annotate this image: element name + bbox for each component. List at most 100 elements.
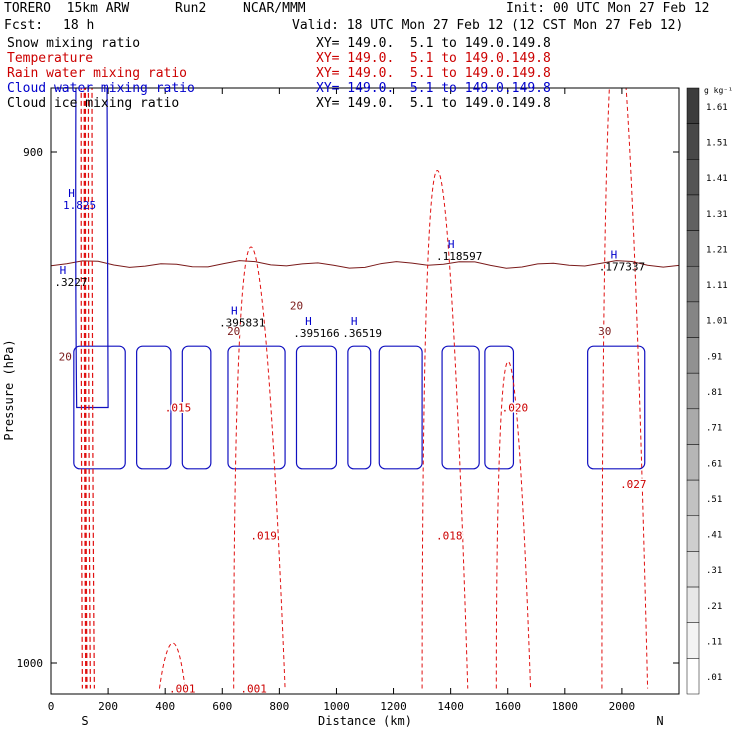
rain-patch <box>495 361 532 689</box>
x-tick-label: 0 <box>48 700 55 713</box>
contour-label: .020 <box>502 402 529 415</box>
x-tick-label: 2000 <box>609 700 636 713</box>
colorbar-unit: g kg⁻¹ <box>704 86 733 95</box>
contour-label: .001 <box>169 683 196 696</box>
colorbar-label: .31 <box>706 566 722 576</box>
plot-frame <box>50 87 680 695</box>
contour-label: .027 <box>620 478 647 491</box>
max-value: .118597 <box>436 250 482 263</box>
colorbar-swatch <box>686 551 700 588</box>
x-tick-label: 800 <box>269 700 289 713</box>
colorbar-swatch <box>686 123 700 160</box>
colorbar-swatch <box>686 337 700 374</box>
x-tick-label: 1000 <box>323 700 350 713</box>
cloud-water-band <box>181 345 212 470</box>
colorbar-label: 1.51 <box>706 138 728 148</box>
colorbar-label: 1.01 <box>706 317 728 327</box>
cloud-water-band <box>587 345 646 470</box>
max-marker: H <box>305 315 312 328</box>
org-label: NCAR/MMM <box>243 1 306 16</box>
valid-time: Valid: 18 UTC Mon 27 Feb 12 (12 CST Mon … <box>292 18 684 33</box>
colorbar-label: 1.11 <box>706 281 728 291</box>
legend-entry-xy: XY= 149.0. 5.1 to 149.0.149.8 <box>316 81 551 96</box>
legend-entry-xy: XY= 149.0. 5.1 to 149.0.149.8 <box>316 51 551 66</box>
colorbar-swatch <box>686 194 700 231</box>
legend-entry-name: Rain water mixing ratio <box>7 66 188 81</box>
colorbar-swatch <box>686 301 700 338</box>
max-value: 1.825 <box>63 199 96 212</box>
max-value: .395166 <box>293 327 339 340</box>
x-tick-label: 1600 <box>494 700 521 713</box>
cloud-water-band <box>227 345 286 470</box>
temperature-label: 20 <box>59 350 72 363</box>
legend-entry-name: Temperature <box>7 51 94 66</box>
colorbar-label: .21 <box>706 602 722 612</box>
colorbar-swatch <box>686 515 700 552</box>
x-tick-label: 1200 <box>380 700 407 713</box>
cloud-water-band <box>347 345 372 470</box>
max-marker: H <box>448 238 455 251</box>
max-marker: H <box>60 264 67 277</box>
end-label-n: N <box>656 714 663 728</box>
colorbar-label: .01 <box>706 673 722 683</box>
init-time: Init: 00 UTC Mon 27 Feb 12 <box>506 1 710 16</box>
temperature-label: 20 <box>227 325 240 338</box>
colorbar-label: .81 <box>706 388 722 398</box>
y-tick-label: 1000 <box>17 657 44 670</box>
legend-entry-xy: XY= 149.0. 5.1 to 149.0.149.8 <box>316 96 551 111</box>
max-marker: H <box>611 248 618 261</box>
contour-label: .018 <box>436 529 463 542</box>
cloud-water-band <box>136 345 172 470</box>
legend-entry-name: Cloud water mixing ratio <box>7 81 195 96</box>
run-label: Run2 <box>175 1 207 16</box>
max-value: .36519 <box>342 327 382 340</box>
max-marker: H <box>351 315 358 328</box>
colorbar-swatch <box>686 87 700 124</box>
colorbar-label: 1.31 <box>706 210 728 220</box>
colorbar-swatch <box>686 159 700 196</box>
x-tick-label: 600 <box>212 700 232 713</box>
colorbar-label: .41 <box>706 531 722 541</box>
colorbar-swatch <box>686 372 700 410</box>
colorbar-swatch <box>686 230 700 267</box>
x-tick-label: 1800 <box>552 700 579 713</box>
colorbar-label: .91 <box>706 352 722 362</box>
colorbar-swatch <box>686 444 700 481</box>
colorbar-swatch <box>686 408 700 445</box>
y-tick-label: 900 <box>23 146 43 159</box>
legend-entry-name: Cloud ice mixing ratio <box>7 96 180 111</box>
temperature-label: 30 <box>598 325 611 338</box>
model-title: TORERO 15km ARW <box>4 1 130 16</box>
contour-label: .019 <box>250 529 277 542</box>
isotherm-line <box>51 260 679 269</box>
legend-entry-xy: XY= 149.0. 5.1 to 149.0.149.8 <box>316 36 551 51</box>
colorbar-label: .11 <box>706 638 722 648</box>
colorbar-swatch <box>686 479 700 517</box>
colorbar-label: .61 <box>706 459 722 469</box>
fcst-value: 18 h <box>63 18 95 33</box>
colorbar-label: .71 <box>706 424 722 434</box>
x-tick-label: 200 <box>98 700 118 713</box>
temperature-label: 20 <box>290 299 303 312</box>
rain-patch <box>233 246 286 689</box>
colorbar-label: .51 <box>706 495 722 505</box>
colorbar-label: 1.61 <box>706 103 728 113</box>
max-marker: H <box>231 305 238 318</box>
rain-patch <box>601 88 649 689</box>
colorbar-swatch <box>686 265 700 303</box>
cloud-water-band <box>73 345 126 470</box>
contour-label: .015 <box>165 402 192 415</box>
cloud-water-band <box>441 345 480 470</box>
cloud-water-band <box>295 345 338 470</box>
fcst-label: Fcst: <box>4 18 44 33</box>
colorbar-swatch <box>686 586 700 623</box>
colorbar-swatch <box>686 658 700 695</box>
legend-entry-name: Snow mixing ratio <box>7 36 141 51</box>
y-axis-label: Pressure (hPa) <box>2 339 16 440</box>
colorbar-swatch <box>686 622 700 659</box>
colorbar: 1.61 1.51 1.41 1.31 1.21 1.11 1.01 .91 .81 .71 .61… <box>686 86 733 695</box>
cloud-water-column <box>75 88 109 409</box>
x-tick-label: 400 <box>155 700 175 713</box>
colorbar-label: 1.41 <box>706 174 728 184</box>
